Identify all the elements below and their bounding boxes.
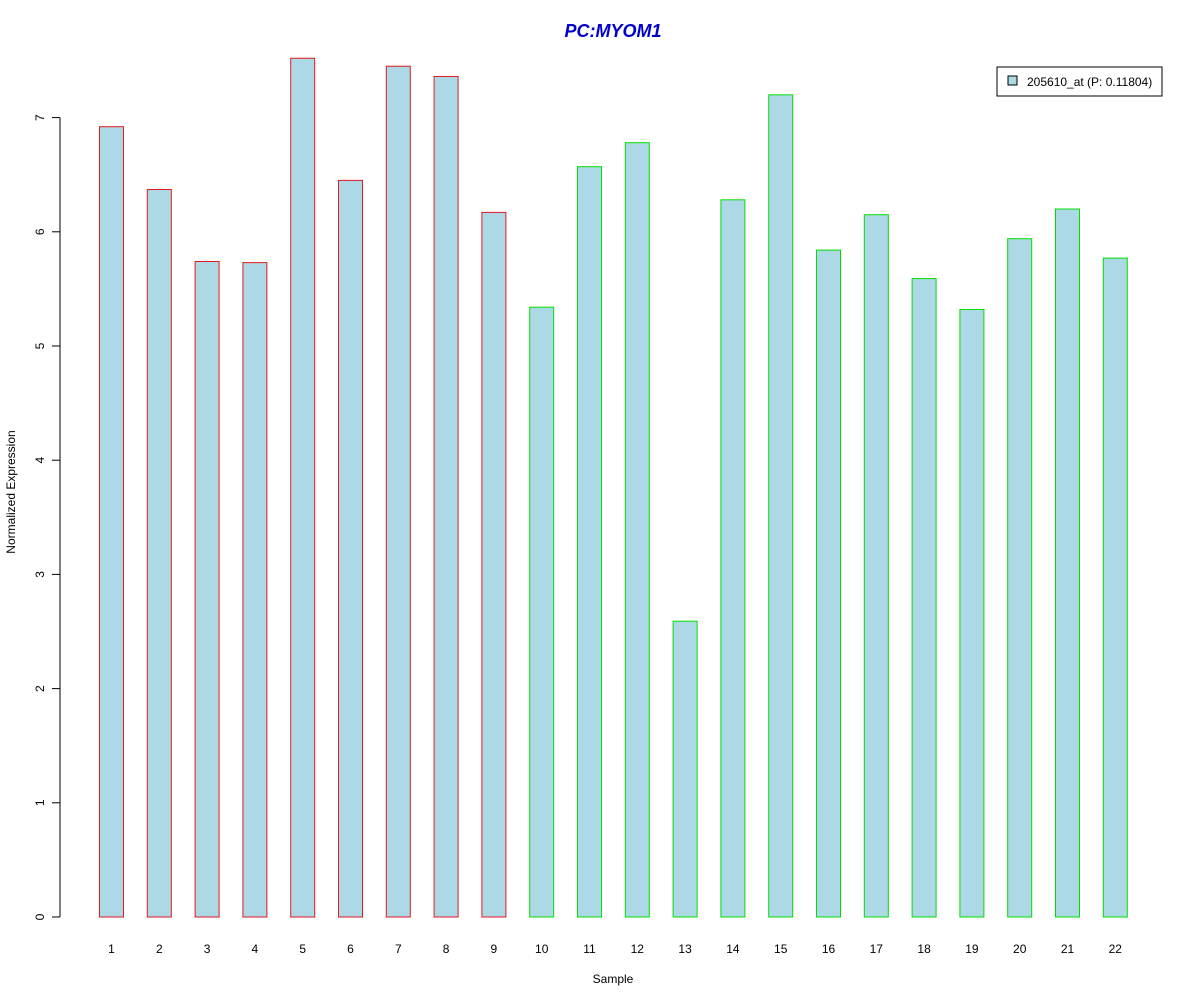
bar-sample-15	[768, 94, 794, 918]
bar-sample-19	[959, 309, 985, 918]
x-tick-label: 2	[156, 942, 163, 956]
bar-sample-10	[529, 306, 555, 918]
x-tick-label: 8	[443, 942, 450, 956]
y-axis-label: Normalized Expression	[4, 430, 18, 553]
x-axis-label: Sample	[593, 972, 634, 986]
x-tick-label: 4	[252, 942, 259, 956]
x-tick-label: 22	[1109, 942, 1123, 956]
bar-sample-7	[385, 65, 411, 918]
x-tick-label: 9	[491, 942, 498, 956]
x-tick-labels: 1 2 3 4 5 6 7 8 9 10 11 12 13 14 15 16 17 18 19 20 21 22	[108, 942, 1122, 956]
bar-sample-1	[99, 126, 124, 918]
bar-sample-14	[720, 199, 746, 918]
bar-sample-11	[577, 166, 602, 918]
bars-group	[99, 57, 1128, 918]
y-tick-label: 2	[33, 685, 47, 692]
x-tick-label: 1	[108, 942, 115, 956]
y-tick-label: 3	[33, 571, 47, 578]
x-tick-label: 21	[1061, 942, 1075, 956]
x-tick-label: 10	[535, 942, 549, 956]
x-tick-label: 3	[204, 942, 211, 956]
x-tick-label: 15	[774, 942, 788, 956]
bar-sample-5	[290, 57, 316, 918]
legend-label: 205610_at (P: 0.11804)	[1027, 75, 1152, 89]
x-tick-label: 14	[726, 942, 740, 956]
x-tick-label: 12	[631, 942, 645, 956]
bar-sample-2	[146, 189, 172, 918]
bar-sample-18	[911, 278, 937, 918]
legend: 205610_at (P: 0.11804)	[996, 66, 1163, 97]
bar-sample-22	[1102, 257, 1128, 918]
bar-sample-12	[624, 142, 650, 918]
bar-sample-13	[672, 620, 698, 918]
bar-sample-20	[1007, 238, 1033, 918]
bar-sample-9	[481, 211, 507, 918]
y-axis: 0 1 2 3 4 5 6 7	[33, 114, 61, 920]
x-tick-label: 13	[678, 942, 692, 956]
x-tick-label: 16	[822, 942, 836, 956]
x-tick-label: 6	[347, 942, 354, 956]
bar-sample-17	[863, 214, 889, 918]
bar-sample-16	[816, 249, 841, 918]
legend-swatch	[1007, 75, 1018, 86]
x-tick-label: 7	[395, 942, 402, 956]
chart-title: PC:MYOM1	[564, 21, 661, 41]
x-tick-label: 18	[917, 942, 931, 956]
y-tick-label: 7	[33, 114, 47, 121]
y-tick-label: 5	[33, 342, 47, 349]
y-tick-label: 6	[33, 228, 47, 235]
y-tick-label: 1	[33, 799, 47, 806]
x-tick-label: 17	[870, 942, 884, 956]
bar-sample-4	[242, 262, 268, 918]
y-tick-label: 0	[33, 913, 47, 920]
bar-sample-8	[433, 76, 459, 918]
bar-sample-3	[194, 261, 220, 918]
y-tick-label: 4	[33, 457, 47, 464]
x-tick-label: 20	[1013, 942, 1027, 956]
bar-sample-6	[338, 179, 363, 918]
legend-box	[996, 66, 1163, 97]
x-tick-label: 19	[965, 942, 979, 956]
x-tick-label: 5	[299, 942, 306, 956]
x-tick-label: 11	[583, 942, 596, 956]
bar-sample-21	[1055, 208, 1080, 918]
